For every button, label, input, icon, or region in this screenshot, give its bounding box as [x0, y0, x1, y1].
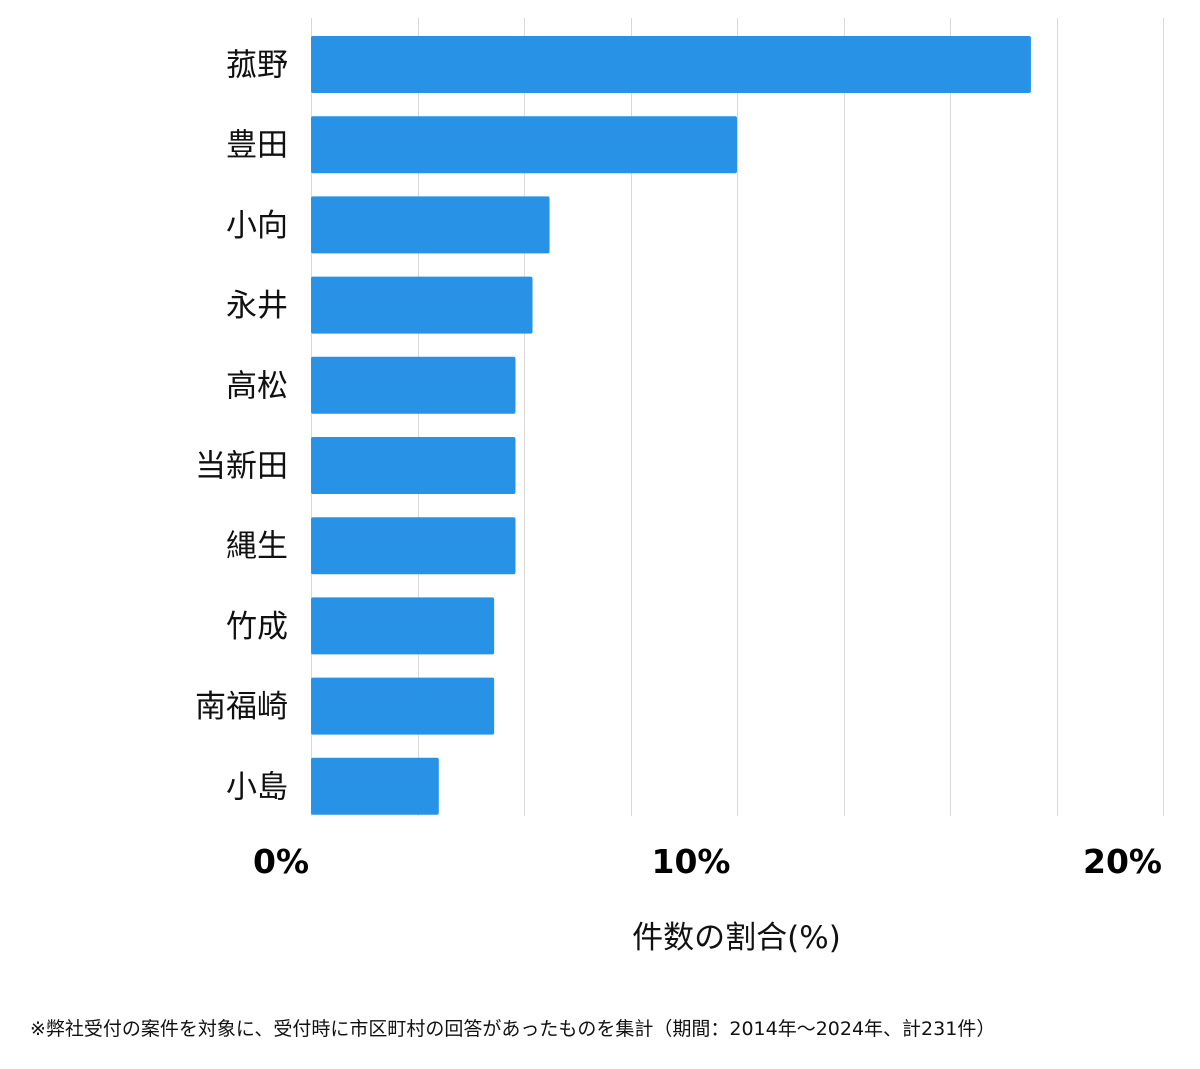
bar	[311, 276, 533, 334]
bar	[311, 196, 550, 254]
bar	[311, 116, 737, 174]
category-label: 小島	[226, 769, 288, 805]
category-label: 高松	[226, 368, 288, 404]
category-label: 当新田	[195, 449, 288, 485]
category-label: 菰野	[226, 48, 288, 84]
x-tick-labels: 0% 10% 20%	[253, 842, 1162, 881]
bar	[311, 36, 1031, 93]
bar	[311, 677, 495, 735]
bars	[311, 36, 1031, 815]
footnote: ※弊社受付の案件を対象に、受付時に市区町村の回答があったものを集計（期間：201…	[30, 1018, 996, 1040]
bar	[311, 437, 516, 494]
category-label: 南福崎	[195, 689, 288, 725]
category-label: 竹成	[226, 609, 288, 645]
category-label: 縄生	[226, 529, 288, 565]
category-label: 永井	[226, 288, 288, 324]
bar	[311, 356, 516, 414]
x-axis-title: 件数の割合(%)	[632, 920, 841, 956]
bar	[311, 757, 439, 815]
category-label: 豊田	[226, 128, 288, 164]
x-tick-label: 10%	[652, 842, 731, 881]
x-tick-label: 0%	[253, 842, 309, 881]
bar	[311, 597, 495, 655]
category-label: 小向	[226, 208, 288, 244]
bar	[311, 517, 516, 575]
x-tick-label: 20%	[1083, 842, 1162, 881]
